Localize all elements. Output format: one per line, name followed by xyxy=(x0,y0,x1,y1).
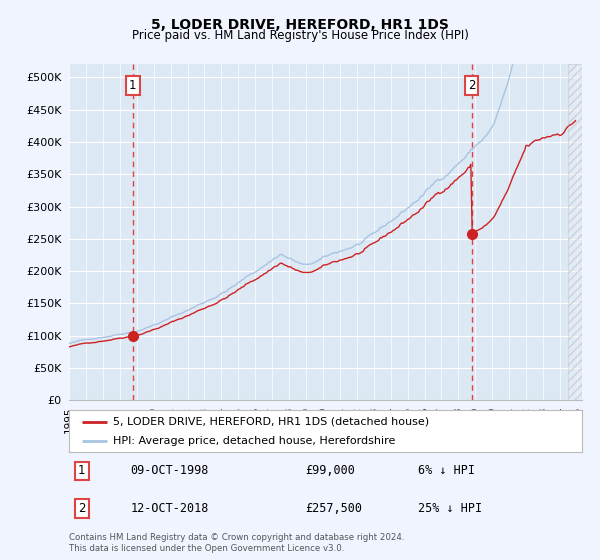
Text: 5, LODER DRIVE, HEREFORD, HR1 1DS (detached house): 5, LODER DRIVE, HEREFORD, HR1 1DS (detac… xyxy=(113,417,429,427)
Text: Contains HM Land Registry data © Crown copyright and database right 2024.
This d: Contains HM Land Registry data © Crown c… xyxy=(69,533,404,553)
Text: 1: 1 xyxy=(129,79,137,92)
Text: Price paid vs. HM Land Registry's House Price Index (HPI): Price paid vs. HM Land Registry's House … xyxy=(131,29,469,42)
Text: 2: 2 xyxy=(468,79,475,92)
Bar xyxy=(568,64,582,400)
Text: 1: 1 xyxy=(78,464,86,478)
Text: 6% ↓ HPI: 6% ↓ HPI xyxy=(418,464,475,478)
Text: HPI: Average price, detached house, Herefordshire: HPI: Average price, detached house, Here… xyxy=(113,436,395,446)
Text: 5, LODER DRIVE, HEREFORD, HR1 1DS: 5, LODER DRIVE, HEREFORD, HR1 1DS xyxy=(151,18,449,32)
Text: 09-OCT-1998: 09-OCT-1998 xyxy=(131,464,209,478)
Text: 12-OCT-2018: 12-OCT-2018 xyxy=(131,502,209,515)
Text: £257,500: £257,500 xyxy=(305,502,362,515)
Bar xyxy=(568,64,582,400)
Text: £99,000: £99,000 xyxy=(305,464,355,478)
Bar xyxy=(568,64,582,400)
Text: 25% ↓ HPI: 25% ↓ HPI xyxy=(418,502,482,515)
Text: 2: 2 xyxy=(78,502,86,515)
